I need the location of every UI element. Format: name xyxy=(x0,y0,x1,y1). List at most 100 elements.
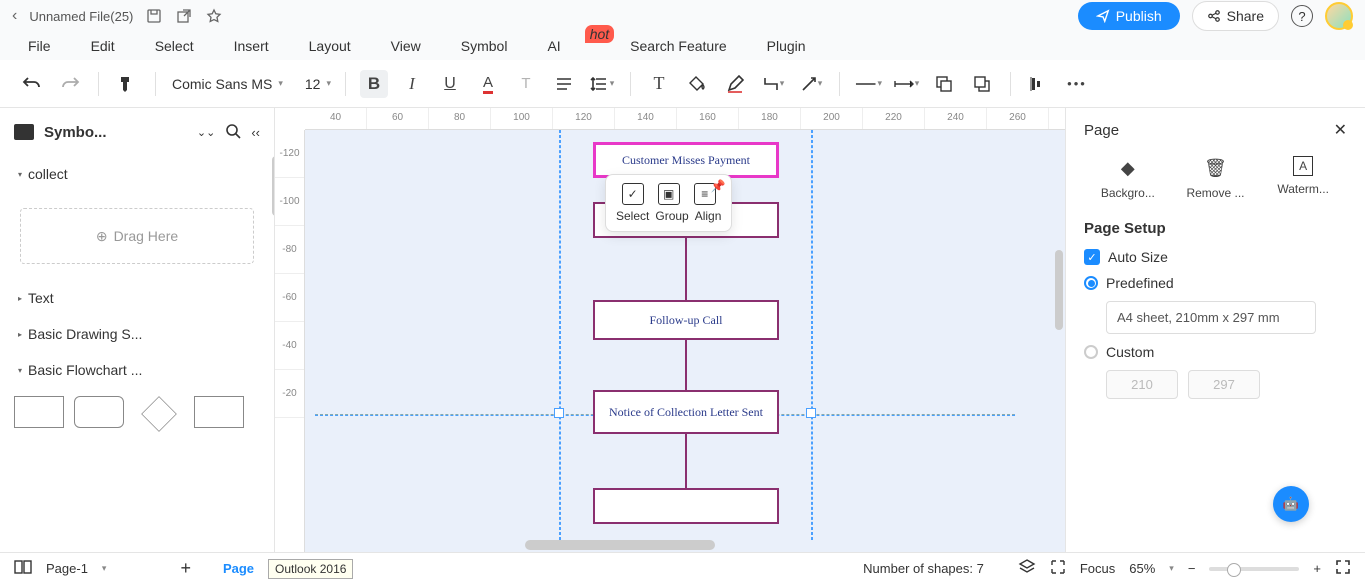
line-spacing-button[interactable]: ▾ xyxy=(588,70,616,98)
selection-handle[interactable] xyxy=(554,408,564,418)
popup-select-button[interactable]: ✓ xyxy=(622,183,644,205)
shape-round-rect[interactable] xyxy=(74,396,124,428)
zoom-out-button[interactable]: − xyxy=(1188,561,1196,576)
flowchart-node[interactable]: Notice of Collection Letter Sent xyxy=(593,390,779,434)
add-page-button[interactable]: + xyxy=(180,558,191,579)
menu-plugin[interactable]: Plugin xyxy=(767,38,806,54)
selection-handle[interactable] xyxy=(806,408,816,418)
menu-view[interactable]: View xyxy=(391,38,421,54)
font-select[interactable]: Comic Sans MS▾ xyxy=(170,72,283,96)
line-ends-button[interactable]: ▾ xyxy=(892,70,920,98)
back-button[interactable]: ‹ xyxy=(12,7,17,25)
tooltip: Outlook 2016 xyxy=(268,559,353,579)
redo-button[interactable] xyxy=(56,70,84,98)
layer-back-button[interactable] xyxy=(968,70,996,98)
zoom-slider[interactable] xyxy=(1209,567,1299,571)
watermark-button[interactable]: AWaterm... xyxy=(1263,156,1343,200)
background-button[interactable]: ◆Backgro... xyxy=(1088,156,1168,200)
align-button[interactable] xyxy=(550,70,578,98)
predefined-radio[interactable] xyxy=(1084,276,1098,290)
page-link[interactable]: Page xyxy=(223,561,254,576)
canvas[interactable]: Customer Misses Payment Follow-up Call Not… xyxy=(305,130,1065,552)
zoom-label[interactable]: 65% xyxy=(1129,561,1155,576)
custom-radio[interactable] xyxy=(1084,345,1098,359)
focus-label[interactable]: Focus xyxy=(1080,561,1115,576)
connector-button[interactable]: ▾ xyxy=(759,70,787,98)
pin-icon[interactable]: 📌 xyxy=(710,179,725,193)
close-icon[interactable]: ✕ xyxy=(1334,120,1347,140)
category-basic-flowchart[interactable]: ▾Basic Flowchart ... xyxy=(0,352,274,388)
publish-button[interactable]: Publish xyxy=(1078,2,1180,30)
shape-rect2[interactable] xyxy=(194,396,244,428)
align-objects-button[interactable] xyxy=(1025,70,1053,98)
layers-icon[interactable] xyxy=(1018,558,1036,579)
connector[interactable] xyxy=(685,238,687,300)
category-basic-drawing[interactable]: ▸Basic Drawing S... xyxy=(0,316,274,352)
layer-front-button[interactable] xyxy=(930,70,958,98)
flowchart-node[interactable]: Follow-up Call xyxy=(593,300,779,340)
remove-button[interactable]: 🗑Remove ... xyxy=(1175,156,1255,200)
canvas-scrollbar-h[interactable] xyxy=(525,540,715,550)
arrow-button[interactable]: ▾ xyxy=(797,70,825,98)
menu-file[interactable]: File xyxy=(28,38,51,54)
share-button[interactable]: Share xyxy=(1192,1,1279,31)
auto-size-row[interactable]: ✓ Auto Size xyxy=(1084,249,1347,265)
more-button[interactable]: ••• xyxy=(1063,70,1091,98)
menu-edit[interactable]: Edit xyxy=(91,38,115,54)
flowchart-node[interactable]: Customer Misses Payment xyxy=(593,142,779,178)
connector[interactable] xyxy=(685,434,687,488)
chat-float-button[interactable]: 🤖 xyxy=(1273,486,1309,522)
font-color-button[interactable]: A xyxy=(474,70,502,98)
menu-ai[interactable]: AIhot xyxy=(547,38,590,54)
strikethrough-button[interactable]: T xyxy=(512,70,540,98)
connector[interactable] xyxy=(685,340,687,390)
category-text[interactable]: ▸Text xyxy=(0,280,274,316)
canvas-scrollbar-v[interactable] xyxy=(1055,250,1063,330)
star-icon[interactable] xyxy=(205,7,223,25)
search-icon[interactable] xyxy=(225,123,241,142)
popup-group-button[interactable]: ▣ xyxy=(658,183,680,205)
help-icon[interactable]: ? xyxy=(1291,5,1313,27)
page-tab[interactable]: Page-1 xyxy=(46,561,88,576)
focus-icon[interactable] xyxy=(1050,559,1066,578)
scrollbar[interactable] xyxy=(272,156,274,216)
text-tool-button[interactable]: T xyxy=(645,70,673,98)
width-input[interactable] xyxy=(1106,370,1178,399)
flowchart-node[interactable] xyxy=(593,488,779,524)
menu-insert[interactable]: Insert xyxy=(234,38,269,54)
save-icon[interactable] xyxy=(145,7,163,25)
shape-diamond[interactable] xyxy=(141,396,177,432)
fullscreen-icon[interactable] xyxy=(1335,559,1351,578)
expand-icon[interactable]: ⌄⌄ xyxy=(197,126,215,139)
line-style-button[interactable]: ▾ xyxy=(854,70,882,98)
menu-layout[interactable]: Layout xyxy=(309,38,351,54)
ruler-horizontal: 406080100120140160180200220240260 xyxy=(305,108,1065,130)
open-external-icon[interactable] xyxy=(175,7,193,25)
custom-row[interactable]: Custom xyxy=(1084,344,1347,360)
pen-button[interactable] xyxy=(721,70,749,98)
auto-size-checkbox[interactable]: ✓ xyxy=(1084,249,1100,265)
category-collect[interactable]: ▾collect xyxy=(0,156,274,192)
undo-button[interactable] xyxy=(18,70,46,98)
paper-select[interactable]: A4 sheet, 210mm x 297 mm xyxy=(1106,301,1316,334)
fill-button[interactable] xyxy=(683,70,711,98)
bold-button[interactable]: B xyxy=(360,70,388,98)
italic-button[interactable]: I xyxy=(398,70,426,98)
menu-select[interactable]: Select xyxy=(155,38,194,54)
zoom-in-button[interactable]: + xyxy=(1313,561,1321,576)
predefined-row[interactable]: Predefined xyxy=(1084,275,1347,291)
collapse-icon[interactable]: ‹‹ xyxy=(251,125,260,140)
pages-icon[interactable] xyxy=(14,560,32,577)
page-tab-chev[interactable]: ▾ xyxy=(102,563,107,574)
selection-popup: 📌 ✓ ▣ ≡ Select Group Align xyxy=(605,174,732,232)
fontsize-select[interactable]: 12▾ xyxy=(303,72,331,96)
format-painter-button[interactable] xyxy=(113,70,141,98)
menu-search-feature[interactable]: Search Feature xyxy=(630,38,727,54)
underline-button[interactable]: U xyxy=(436,70,464,98)
height-input[interactable] xyxy=(1188,370,1260,399)
shape-rect[interactable] xyxy=(14,396,64,428)
menu-symbol[interactable]: Symbol xyxy=(461,38,508,54)
avatar[interactable] xyxy=(1325,2,1353,30)
page-setup-heading: Page Setup xyxy=(1084,220,1347,237)
drag-here-zone[interactable]: ⊕ Drag Here xyxy=(20,208,254,264)
